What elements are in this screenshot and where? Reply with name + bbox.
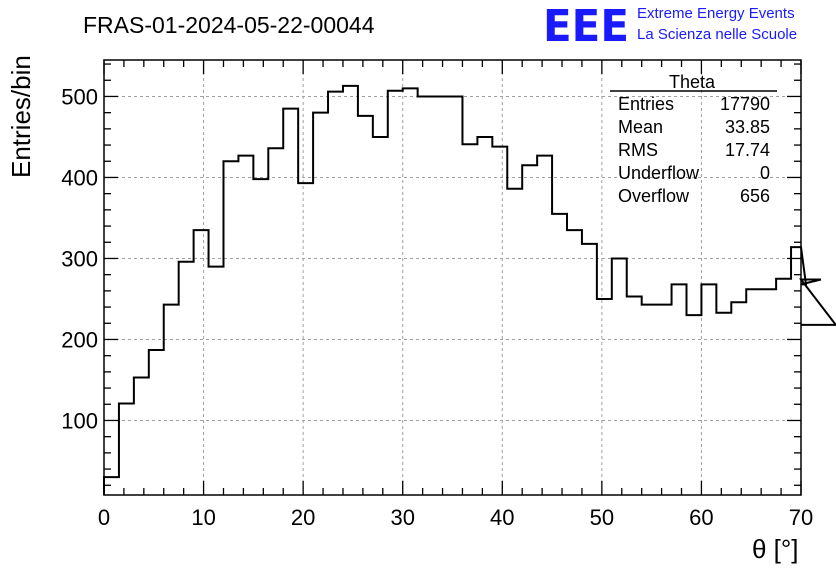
histogram-bin [418, 96, 433, 495]
histogram-bin [119, 403, 134, 495]
histogram-bin [597, 299, 612, 495]
histogram-outline [103, 84, 836, 495]
x-axis-label: θ [°] [752, 534, 799, 564]
histogram-bin [642, 305, 657, 495]
histogram-bin [238, 156, 253, 495]
histogram-bin [283, 109, 298, 495]
histogram-bin [313, 113, 328, 495]
histogram-bin [537, 156, 552, 495]
histogram-bin [298, 183, 313, 495]
histogram-bin [104, 477, 119, 495]
histogram-bin [716, 313, 731, 495]
axes: 0 10 20 30 40 50 60 70 100 200 300 400 500 [61, 59, 813, 530]
histogram-bin [448, 96, 463, 495]
histogram-bin [657, 305, 672, 495]
histogram-bin [358, 116, 373, 495]
histogram-bin [582, 244, 597, 495]
histogram-bin [492, 147, 507, 495]
histogram-bin [776, 279, 791, 495]
stats-value: 33.85 [725, 117, 770, 137]
histogram-bin [567, 230, 582, 495]
plot-frame [103, 59, 802, 496]
histogram-bin [134, 378, 149, 495]
histogram-bin [433, 96, 448, 495]
stats-label: RMS [618, 140, 658, 160]
y-tick-label: 200 [61, 327, 98, 352]
eee-logo-mark: EEE [543, 1, 629, 52]
x-tick-label: 20 [291, 505, 315, 530]
histogram-bin [343, 86, 358, 495]
x-tick-label: 50 [590, 505, 614, 530]
histogram-bin [791, 247, 801, 495]
histogram-bin [477, 137, 492, 495]
histogram-bin [507, 189, 522, 495]
histogram-bin [209, 267, 224, 495]
y-tick-label: 500 [61, 84, 98, 109]
stats-box: Theta Entries 17790 Mean 33.85 RMS 17.74 Under… [610, 72, 777, 206]
histogram-bin [761, 289, 776, 495]
x-tick-label: 10 [191, 505, 215, 530]
stats-value: 656 [740, 186, 770, 206]
histogram-bin [627, 297, 642, 495]
stats-label: Overflow [618, 186, 690, 206]
histogram-bin [179, 262, 194, 495]
histogram-bin [164, 305, 179, 495]
stats-rows: Entries 17790 Mean 33.85 RMS 17.74 Underflow 0 O… [618, 94, 770, 206]
stats-value: 17.74 [725, 140, 770, 160]
histogram-bin [686, 315, 701, 495]
histogram-bin [612, 258, 627, 495]
histogram-bin [268, 148, 283, 495]
histogram-bin [253, 179, 268, 495]
y-tick-label: 400 [61, 165, 98, 190]
histogram-bin [388, 91, 403, 495]
eee-logo: EEE Extreme Energy Events La Scienza nel… [543, 1, 797, 52]
histogram-bin [746, 289, 761, 495]
stats-value: 17790 [720, 94, 770, 114]
eee-logo-line2: La Scienza nelle Scuole [637, 26, 797, 43]
x-tick-label: 30 [390, 505, 414, 530]
histogram-bin [672, 284, 687, 495]
stats-label: Entries [618, 94, 674, 114]
y-axis-label: Entries/bin [6, 55, 36, 178]
histogram-bin [522, 165, 537, 495]
chart-title: FRAS-01-2024-05-22-00044 [83, 12, 375, 38]
y-tick-label: 300 [61, 246, 98, 271]
stats-title: Theta [669, 72, 716, 92]
stats-value: 0 [760, 163, 770, 183]
histogram-series [103, 84, 836, 495]
x-tick-label: 0 [98, 505, 110, 530]
histogram-bin [552, 214, 567, 495]
x-tick-label: 70 [789, 505, 813, 530]
stats-label: Underflow [618, 163, 700, 183]
histogram-bin [194, 230, 209, 495]
histogram-bin [731, 302, 746, 495]
histogram-bin [373, 137, 388, 495]
histogram-bin [223, 161, 238, 495]
stats-label: Mean [618, 117, 663, 137]
histogram-bin [403, 88, 418, 495]
eee-logo-line1: Extreme Energy Events [637, 5, 795, 22]
grid-lines [104, 60, 801, 495]
histogram-bin [149, 350, 164, 495]
x-tick-label: 60 [689, 505, 713, 530]
x-tick-label: 40 [490, 505, 514, 530]
y-tick-label: 100 [61, 408, 98, 433]
histogram-bin [462, 144, 477, 495]
histogram-bin [701, 284, 716, 495]
histogram-bin [328, 92, 343, 495]
